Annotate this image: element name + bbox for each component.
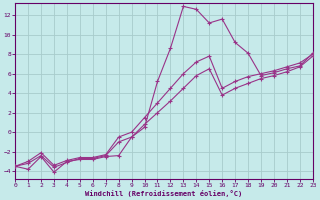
X-axis label: Windchill (Refroidissement éolien,°C): Windchill (Refroidissement éolien,°C) [85, 190, 243, 197]
